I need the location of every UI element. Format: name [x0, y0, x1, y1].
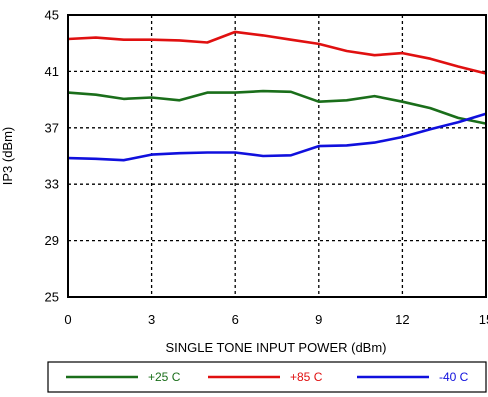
tick-labels: 0 3 6 9 12 15 25 29 33 37 41 45 [45, 8, 488, 328]
y-tick-label: 37 [45, 120, 59, 135]
y-tick-label: 33 [45, 177, 59, 192]
series-line-25-c [68, 91, 486, 124]
legend-label: +25 C [148, 370, 181, 384]
y-tick-label: 25 [45, 290, 59, 305]
legend: +25 C +85 C -40 C [48, 362, 486, 392]
x-tick-label: 0 [64, 312, 71, 327]
series-line-85-c [68, 32, 486, 74]
legend-label: -40 C [439, 370, 469, 384]
x-tick-label: 9 [315, 312, 322, 327]
y-tick-label: 41 [45, 64, 59, 79]
y-axis-title: IP3 (dBm) [0, 127, 15, 186]
y-tick-label: 29 [45, 233, 59, 248]
x-tick-label: 6 [232, 312, 239, 327]
x-tick-label: 15 [479, 312, 488, 327]
series-lines [68, 32, 486, 160]
x-axis-title: SINGLE TONE INPUT POWER (dBm) [165, 340, 386, 355]
x-tick-label: 12 [395, 312, 409, 327]
legend-label: +85 C [290, 370, 323, 384]
y-tick-label: 45 [45, 8, 59, 23]
x-tick-label: 3 [148, 312, 155, 327]
series-line-40-c [68, 114, 486, 161]
